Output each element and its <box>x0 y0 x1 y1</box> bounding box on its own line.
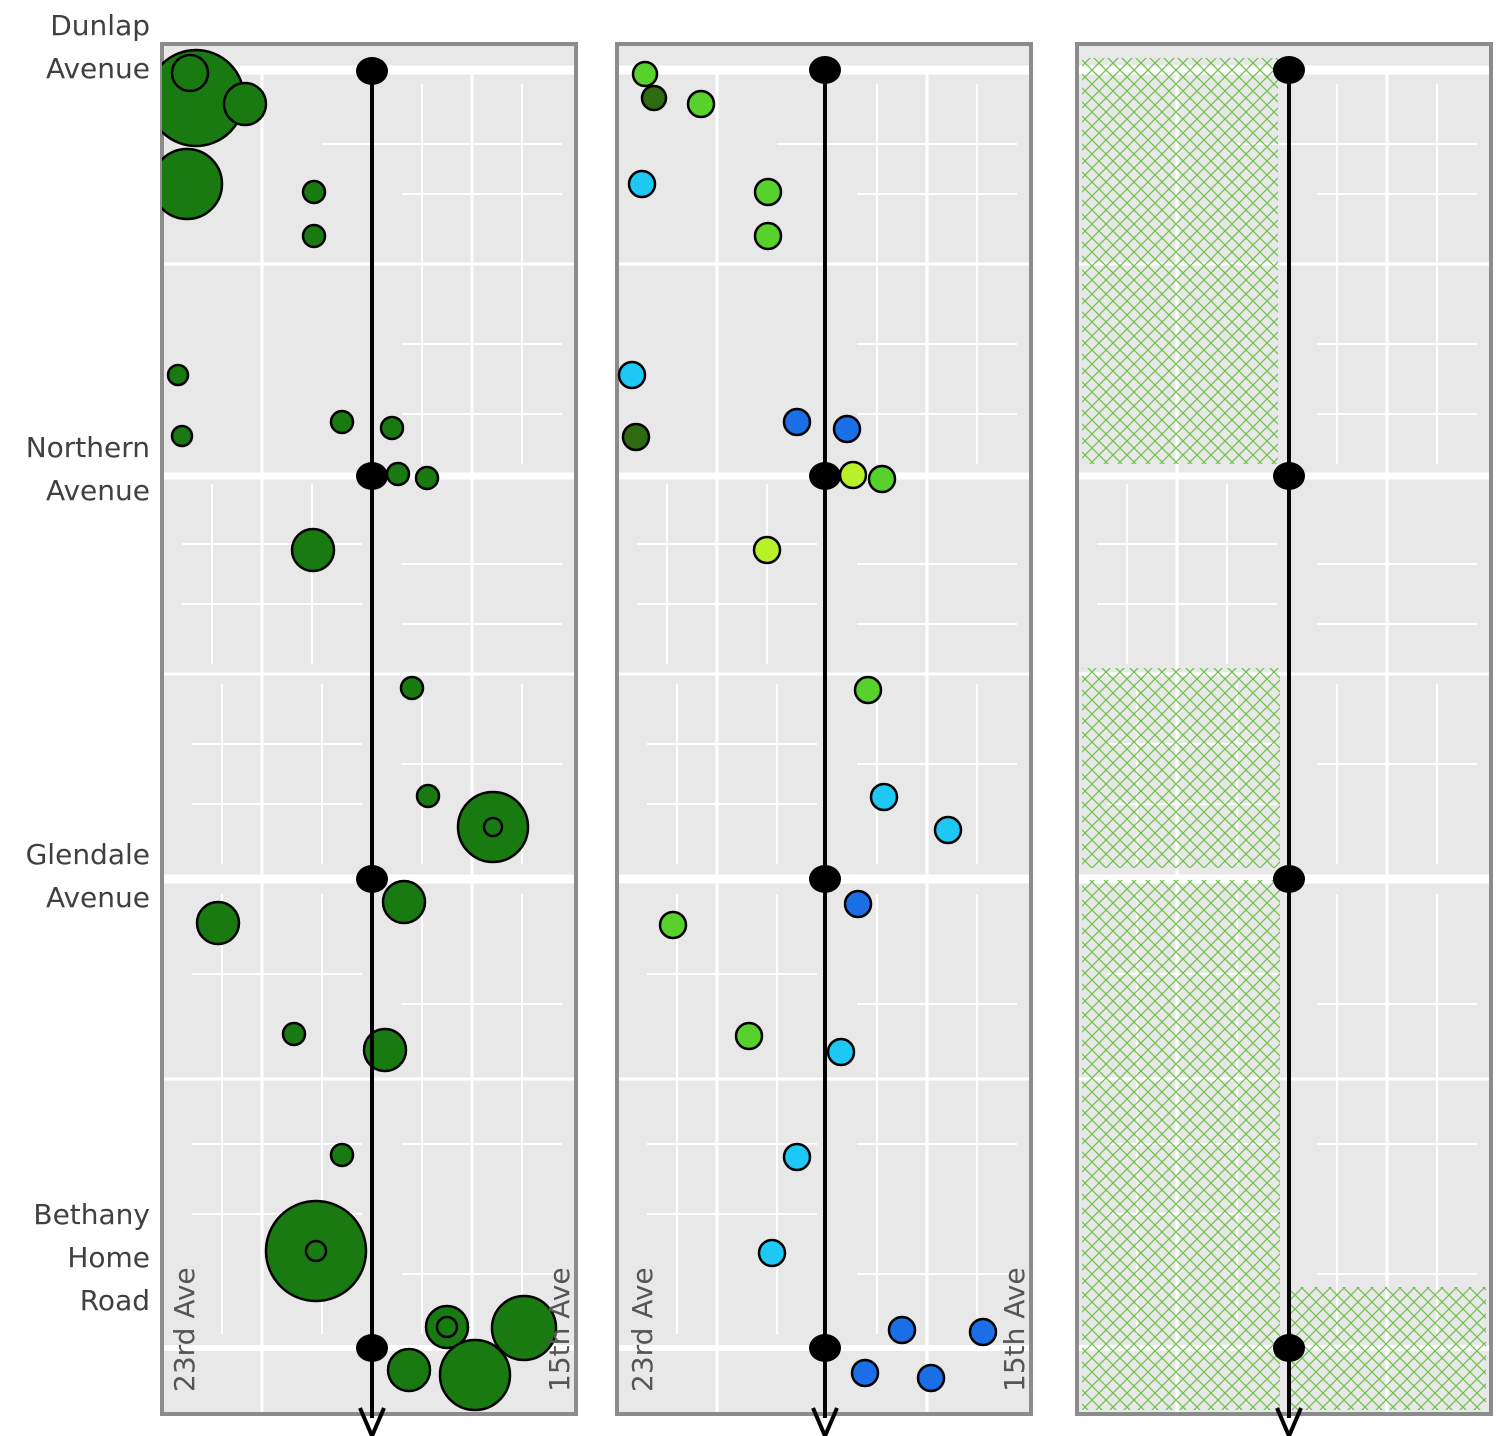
point-marker <box>438 1338 512 1412</box>
hatched-area-south <box>1082 880 1280 1410</box>
point-marker <box>869 782 899 812</box>
east-edge-label: 15th Ave <box>998 1267 1031 1392</box>
points-layer-colored <box>617 60 998 1393</box>
hatched-area-middle <box>1082 668 1280 868</box>
arrowhead-icon <box>358 1407 386 1436</box>
point-marker <box>933 815 963 845</box>
point-marker <box>301 223 327 249</box>
point-marker <box>329 409 355 435</box>
intersection-node <box>1273 865 1305 893</box>
point-marker <box>753 221 783 251</box>
point-marker <box>752 535 782 565</box>
street-label-northern: Northern Avenue <box>25 431 150 507</box>
point-marker <box>686 89 716 119</box>
point-marker <box>301 179 327 205</box>
point-marker <box>658 910 688 940</box>
point-marker <box>782 407 812 437</box>
intersection-node <box>1273 462 1305 490</box>
point-marker <box>826 1037 856 1067</box>
west-edge-label: 23rd Ave <box>168 1267 201 1392</box>
point-marker <box>734 1021 764 1051</box>
intersection-node <box>356 57 388 85</box>
point-marker <box>415 783 441 809</box>
route-arrow-1 <box>356 57 388 1436</box>
point-marker <box>385 461 411 487</box>
west-edge-label: 23rd Ave <box>626 1267 659 1392</box>
intersection-node <box>1273 56 1305 84</box>
intersection-node <box>809 462 841 490</box>
point-marker <box>627 169 657 199</box>
point-marker <box>753 177 783 207</box>
intersection-node <box>356 865 388 893</box>
map-panel-sized-points: 23rd Ave 15th Ave <box>160 42 578 1416</box>
map-panel-background <box>162 44 576 1414</box>
point-marker <box>399 675 425 701</box>
map-panel-hatched-areas <box>1075 42 1493 1416</box>
point-marker <box>782 1142 812 1172</box>
route-arrow-3 <box>1273 56 1305 1436</box>
map-panel-frame <box>160 42 578 1416</box>
intersection-node <box>356 1334 388 1362</box>
hatched-area-north <box>1082 58 1278 464</box>
point-marker <box>916 1363 946 1393</box>
point-marker <box>631 60 659 88</box>
point-marker <box>379 415 405 441</box>
point-marker <box>281 1021 307 1047</box>
intersection-node <box>809 56 841 84</box>
street-label-glendale: Glendale Avenue <box>25 838 150 914</box>
point-marker <box>435 1315 459 1339</box>
point-marker <box>170 53 210 93</box>
point-marker <box>621 422 651 452</box>
point-marker <box>329 1142 355 1168</box>
east-edge-label: 15th Ave <box>543 1267 576 1392</box>
hatched-area-southeast <box>1290 1287 1486 1410</box>
point-marker <box>222 81 268 127</box>
street-label-bethany: Bethany Home Road <box>33 1198 150 1317</box>
intersection-node <box>1273 1334 1305 1362</box>
point-marker <box>617 360 647 390</box>
point-marker <box>290 527 336 573</box>
point-marker <box>640 84 668 112</box>
points-layer-sized <box>162 48 558 1412</box>
point-marker <box>867 464 897 494</box>
arrowhead-icon <box>1275 1407 1303 1436</box>
point-marker <box>968 1317 998 1347</box>
point-marker <box>381 879 427 925</box>
intersection-node <box>356 462 388 490</box>
point-marker <box>757 1238 787 1268</box>
point-marker <box>853 675 883 705</box>
point-marker <box>843 889 873 919</box>
point-marker <box>386 1347 432 1393</box>
point-marker <box>838 460 868 490</box>
point-marker <box>304 1239 328 1263</box>
intersection-node <box>809 1334 841 1362</box>
arrowhead-icon <box>811 1407 839 1436</box>
point-marker <box>490 1294 558 1362</box>
point-marker <box>887 1315 917 1345</box>
intersection-node <box>809 865 841 893</box>
route-arrow-2 <box>809 56 841 1436</box>
point-marker <box>166 363 190 387</box>
point-marker <box>195 900 241 946</box>
street-label-dunlap: Dunlap Avenue <box>45 9 150 85</box>
point-marker <box>482 816 504 838</box>
point-marker <box>414 465 440 491</box>
point-marker <box>162 147 224 221</box>
point-marker <box>170 424 194 448</box>
point-marker <box>832 414 862 444</box>
map-panel-frame <box>1075 42 1493 1416</box>
point-marker <box>362 1027 408 1073</box>
point-marker <box>850 1358 880 1388</box>
